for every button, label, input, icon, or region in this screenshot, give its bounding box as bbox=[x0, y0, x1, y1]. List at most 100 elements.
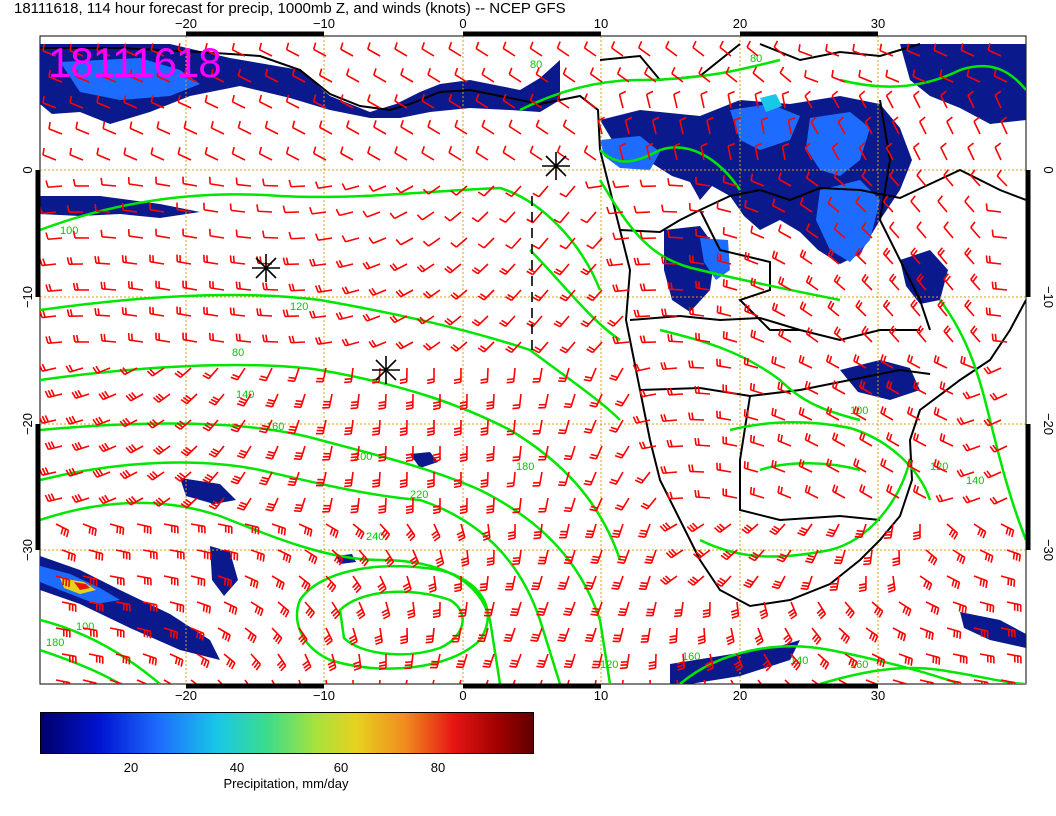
wind-barb bbox=[885, 142, 894, 161]
wind-barb bbox=[557, 627, 570, 642]
wind-barb bbox=[136, 679, 149, 684]
wind-barb bbox=[94, 256, 111, 265]
precip-small-1 bbox=[410, 452, 438, 468]
wind-barb bbox=[621, 679, 624, 684]
wind-barb bbox=[499, 211, 516, 223]
wind-barb bbox=[109, 679, 124, 684]
wind-barb bbox=[309, 310, 327, 319]
wind-barb bbox=[372, 471, 381, 488]
wind-barb bbox=[533, 523, 543, 540]
wind-barb bbox=[831, 142, 840, 161]
wind-barb bbox=[82, 679, 98, 684]
wind-barb bbox=[127, 229, 144, 239]
wind-barb bbox=[985, 307, 1002, 317]
wind-barb bbox=[906, 406, 921, 421]
wind-barb bbox=[429, 653, 441, 669]
wind-barb bbox=[416, 211, 435, 221]
wind-barb bbox=[477, 289, 495, 301]
wind-barb bbox=[722, 279, 738, 291]
wind-barb bbox=[235, 177, 252, 187]
wind-barb bbox=[244, 523, 260, 535]
wind-barb bbox=[567, 679, 570, 684]
wind-barb bbox=[142, 549, 158, 560]
wind-barb bbox=[733, 116, 741, 135]
wind-barb bbox=[733, 653, 744, 672]
wind-barb bbox=[722, 384, 738, 395]
wind-barb bbox=[367, 146, 381, 161]
wind-barb bbox=[532, 341, 549, 354]
wind-barb bbox=[962, 391, 981, 400]
wind-barb bbox=[428, 575, 437, 593]
contour-label: 160 bbox=[682, 651, 700, 663]
wind-barb bbox=[223, 601, 238, 615]
wind-barb bbox=[799, 197, 813, 213]
wind-barb bbox=[563, 393, 576, 409]
wind-barb bbox=[125, 443, 144, 454]
wind-barb bbox=[919, 627, 934, 641]
wind-barb bbox=[590, 601, 603, 617]
contour-label: 180 bbox=[46, 637, 64, 649]
wind-barb bbox=[633, 309, 651, 318]
wind-barb bbox=[508, 119, 522, 135]
wind-barb bbox=[71, 493, 90, 504]
wind-barb bbox=[885, 90, 894, 109]
wind-barb bbox=[55, 679, 71, 684]
wind-barb bbox=[559, 237, 576, 250]
x-tick-label: −10 bbox=[313, 688, 335, 703]
wind-barb bbox=[952, 653, 968, 664]
wind-barb bbox=[169, 549, 185, 560]
wind-barb bbox=[771, 198, 786, 213]
wind-barb bbox=[553, 211, 570, 224]
wind-barb bbox=[586, 289, 603, 302]
wind-barb bbox=[152, 497, 171, 507]
wind-barb bbox=[394, 94, 408, 109]
wind-barb bbox=[65, 364, 84, 373]
wind-barb bbox=[880, 354, 894, 369]
wind-barb bbox=[973, 575, 988, 588]
wind-barb bbox=[558, 367, 570, 383]
wind-barb bbox=[425, 627, 435, 644]
wind-barb bbox=[271, 523, 287, 536]
wind-barb bbox=[486, 497, 495, 514]
wind-barb bbox=[933, 354, 948, 369]
wind-barb bbox=[421, 93, 435, 109]
wind-barb bbox=[638, 389, 657, 398]
wind-barb bbox=[344, 419, 354, 436]
wind-barb bbox=[432, 679, 435, 684]
wind-barb bbox=[502, 93, 516, 109]
wind-barb bbox=[459, 393, 468, 411]
wind-barb bbox=[562, 119, 576, 135]
wind-barb bbox=[456, 523, 466, 542]
wind-barb bbox=[454, 575, 462, 593]
precip-congo-core1 bbox=[730, 104, 800, 150]
wind-barb bbox=[539, 679, 543, 684]
wind-barb bbox=[217, 679, 224, 684]
wind-barb bbox=[580, 263, 597, 276]
wind-barb bbox=[532, 419, 543, 435]
wind-barb bbox=[262, 178, 279, 187]
wind-barb bbox=[379, 523, 391, 541]
contour-label: 120 bbox=[290, 301, 308, 313]
wind-barb bbox=[325, 679, 328, 684]
wind-barb bbox=[96, 95, 111, 109]
colorbar-tick: 40 bbox=[229, 760, 245, 775]
wind-barb bbox=[250, 601, 264, 617]
wind-barb bbox=[638, 441, 657, 450]
wind-barb bbox=[987, 43, 1002, 57]
wind-barb bbox=[358, 549, 369, 567]
wind-barb bbox=[676, 679, 679, 684]
wind-barb bbox=[970, 273, 981, 291]
wind-barb bbox=[121, 255, 138, 265]
wind-barb bbox=[688, 360, 705, 369]
contour-label: 100 bbox=[60, 225, 78, 237]
wind-barb bbox=[612, 180, 630, 189]
wind-barb bbox=[121, 203, 138, 213]
wind-barb bbox=[100, 333, 117, 343]
wind-barb bbox=[45, 180, 63, 189]
wind-barb bbox=[703, 679, 707, 684]
wind-barb bbox=[854, 523, 867, 539]
wind-barb bbox=[450, 341, 468, 352]
wind-barb bbox=[48, 121, 63, 135]
wind-barb bbox=[486, 393, 495, 410]
wind-barb bbox=[952, 601, 967, 614]
